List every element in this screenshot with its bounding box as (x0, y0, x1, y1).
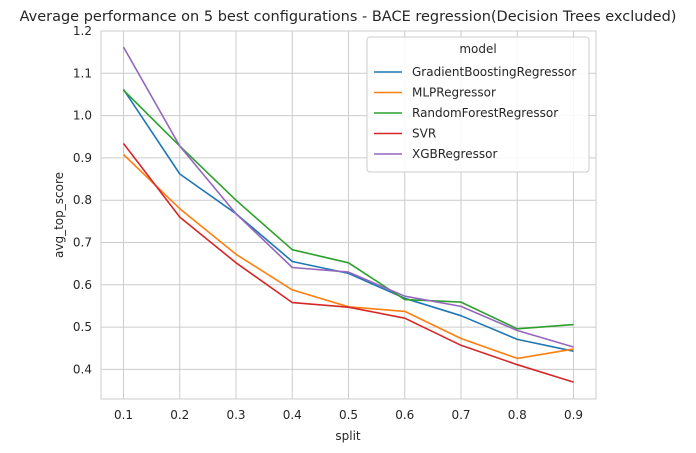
x-tick-label: 0.4 (283, 408, 302, 422)
x-axis-ticks: 0.1 0.2 0.3 0.4 0.5 0.6 0.7 0.8 0.9 (114, 408, 583, 422)
legend-label: GradientBoostingRegressor (412, 65, 576, 79)
series-line-2 (122, 89, 574, 330)
y-tick-label: 1.1 (73, 66, 92, 80)
y-tick-label: 1.2 (73, 24, 92, 38)
y-tick-label: 0.9 (73, 151, 92, 165)
legend: model GradientBoostingRegressor MLPRegres… (366, 36, 590, 173)
legend-items: GradientBoostingRegressor MLPRegressor Ran… (374, 65, 576, 161)
x-axis-label: split (335, 429, 361, 443)
x-tick-label: 0.2 (170, 408, 189, 422)
series-lines (122, 46, 574, 383)
x-tick-label: 0.7 (451, 408, 470, 422)
y-tick-label: 0.7 (73, 235, 92, 249)
x-tick-label: 0.8 (508, 408, 527, 422)
x-tick-label: 0.5 (339, 408, 358, 422)
y-axis-label: avg_top_score (52, 172, 66, 258)
x-tick-label: 0.9 (564, 408, 583, 422)
x-tick-label: 0.6 (395, 408, 414, 422)
y-tick-label: 0.5 (73, 320, 92, 334)
legend-label: RandomForestRegressor (412, 106, 558, 120)
y-tick-label: 1.0 (73, 109, 92, 123)
y-tick-label: 0.6 (73, 278, 92, 292)
series-line-4 (122, 46, 574, 348)
y-axis-ticks: 0.4 0.5 0.6 0.7 0.8 0.9 1.0 1.1 1.2 (73, 24, 92, 376)
legend-title: model (459, 42, 496, 56)
legend-label: XGBRegressor (412, 147, 497, 161)
y-tick-label: 0.8 (73, 193, 92, 207)
x-tick-label: 0.1 (114, 408, 133, 422)
series-line-3 (122, 143, 574, 383)
chart-title: Average performance on 5 best configurat… (20, 9, 677, 25)
y-tick-label: 0.4 (73, 362, 92, 376)
legend-label: MLPRegressor (412, 86, 496, 100)
legend-label: SVR (412, 127, 436, 141)
legend-box (366, 36, 590, 173)
x-tick-label: 0.3 (226, 408, 245, 422)
series-line-0 (122, 88, 574, 352)
